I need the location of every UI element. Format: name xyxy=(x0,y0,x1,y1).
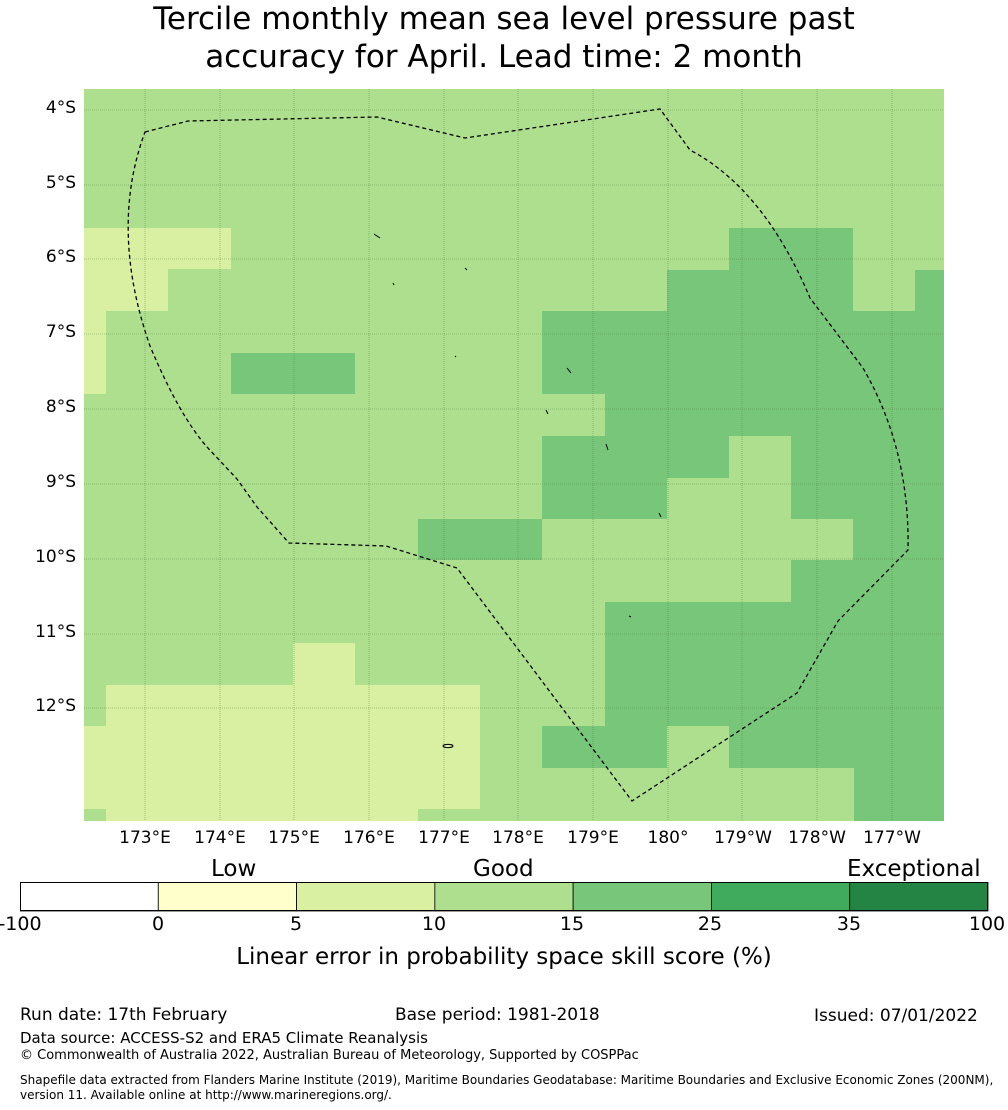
lat-label: 6°S xyxy=(45,247,76,267)
lon-label: 176°E xyxy=(343,828,395,848)
colorbar-tick: 25 xyxy=(697,913,723,935)
skill-cell xyxy=(853,519,944,560)
lat-label: 5°S xyxy=(45,173,76,193)
lon-label: 177°E xyxy=(418,828,470,848)
colorbar-label: Linear error in probability space skill … xyxy=(236,944,772,970)
lon-label: 180° xyxy=(647,828,689,848)
skill-cell xyxy=(915,270,944,311)
skill-cell xyxy=(84,726,106,809)
skill-score-map xyxy=(84,89,944,821)
island xyxy=(545,409,549,415)
island xyxy=(605,443,609,451)
base-period: Base period: 1981-2018 xyxy=(395,1005,600,1025)
map-title: Tercile monthly mean sea level pressure … xyxy=(0,0,1008,76)
lon-label: 173°E xyxy=(119,828,171,848)
category-exceptional: Exceptional xyxy=(847,856,981,882)
island xyxy=(442,743,454,749)
colorbar-tick: 15 xyxy=(559,913,585,935)
lon-label: 178°E xyxy=(492,828,544,848)
colorbar xyxy=(20,882,989,912)
island xyxy=(566,367,572,374)
lat-label: 4°S xyxy=(45,98,76,118)
eez-boundary xyxy=(127,108,909,802)
colorbar-tick: 0 xyxy=(151,913,165,935)
skill-cell xyxy=(418,519,542,560)
lon-label: 177°W xyxy=(863,828,921,848)
category-good: Good xyxy=(473,856,534,882)
colorbar-segment xyxy=(572,882,712,912)
run-date: Run date: 17th February xyxy=(20,1005,228,1025)
island xyxy=(373,233,381,239)
lon-label: 175°E xyxy=(268,828,320,848)
title-line-1: Tercile monthly mean sea level pressure … xyxy=(153,1,855,37)
lat-label: 10°S xyxy=(35,547,76,567)
colorbar-segment xyxy=(157,882,297,912)
lat-label: 8°S xyxy=(45,397,76,417)
colorbar-tick: 100 xyxy=(968,913,1006,935)
skill-cell xyxy=(605,602,944,726)
skill-cell xyxy=(542,726,667,768)
colorbar-segments xyxy=(20,882,989,912)
islands xyxy=(373,233,662,749)
copyright: © Commonwealth of Australia 2022, Austra… xyxy=(20,1048,639,1063)
colorbar-segment xyxy=(20,882,159,912)
skill-cell xyxy=(542,311,944,394)
lat-label: 9°S xyxy=(45,472,76,492)
skill-cell xyxy=(84,228,231,269)
lat-label: 11°S xyxy=(35,622,76,642)
island xyxy=(392,282,395,286)
shapefile-credit-line-1: Shapefile data extracted from Flanders M… xyxy=(20,1073,994,1087)
colorbar-tick: 35 xyxy=(836,913,862,935)
colorbar-segment xyxy=(434,882,574,912)
island xyxy=(628,615,632,618)
skill-cell xyxy=(791,436,944,519)
data-source: Data source: ACCESS-S2 and ERA5 Climate … xyxy=(20,1029,428,1047)
skill-cell xyxy=(729,726,944,768)
colorbar-segment xyxy=(849,882,989,912)
lon-label: 174°E xyxy=(194,828,246,848)
lat-label: 7°S xyxy=(45,322,76,342)
island xyxy=(464,267,468,271)
colorbar-tick: 5 xyxy=(289,913,303,935)
skill-cell xyxy=(605,394,944,436)
shapefile-credit: Shapefile data extracted from Flanders M… xyxy=(20,1073,993,1103)
skill-cell xyxy=(231,353,355,394)
skill-cell xyxy=(106,809,418,821)
lon-label: 178°W xyxy=(788,828,846,848)
skill-cell xyxy=(729,228,853,270)
skill-cell xyxy=(106,685,480,809)
colorbar-segment xyxy=(711,882,851,912)
island xyxy=(658,512,662,518)
graticule xyxy=(84,89,944,821)
skill-cell xyxy=(667,436,729,478)
skill-cell xyxy=(84,311,106,394)
skill-cell xyxy=(791,560,944,602)
skill-cell xyxy=(667,270,853,311)
skill-cell xyxy=(854,768,944,821)
colorbar-tick: -100 xyxy=(0,913,42,935)
lon-label: 179°E xyxy=(567,828,619,848)
issued-date: Issued: 07/01/2022 xyxy=(814,1006,978,1026)
skill-cell xyxy=(542,436,667,519)
island xyxy=(454,355,457,358)
lat-label: 12°S xyxy=(35,696,76,716)
skill-grid xyxy=(84,89,944,821)
category-low: Low xyxy=(211,856,257,882)
skill-cell xyxy=(84,269,168,311)
shapefile-credit-line-2: version 11. Available online at http://w… xyxy=(20,1088,392,1102)
colorbar-tick: 10 xyxy=(421,913,447,935)
skill-cell xyxy=(293,643,355,685)
title-line-2: accuracy for April. Lead time: 2 month xyxy=(205,39,803,75)
colorbar-segment xyxy=(296,882,436,912)
colorbar-frame xyxy=(20,882,988,911)
lon-label: 179°W xyxy=(714,828,772,848)
